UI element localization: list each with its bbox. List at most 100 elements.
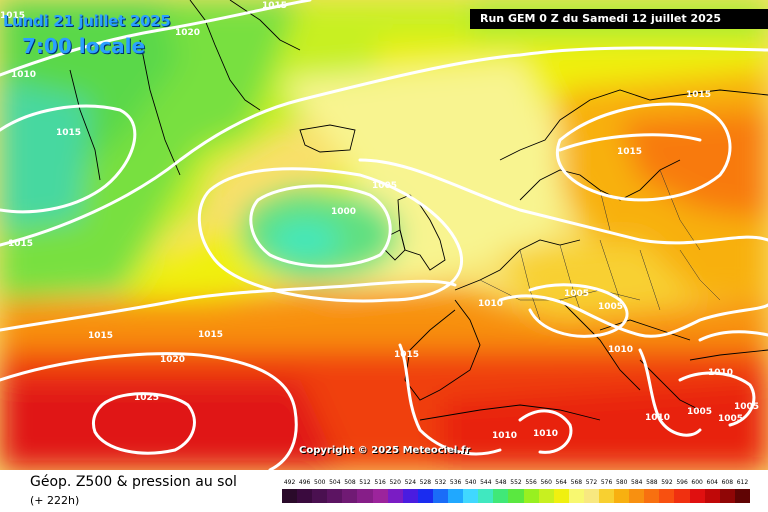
scale-swatch <box>417 489 433 503</box>
scale-swatch <box>372 489 388 503</box>
isobar-line <box>528 283 629 338</box>
scale-swatch <box>719 489 735 503</box>
scale-swatch <box>493 489 509 503</box>
scale-label: 528 <box>419 479 432 486</box>
isobar-label: 1010 <box>608 345 633 355</box>
isobar-line <box>498 294 768 338</box>
scale-swatch <box>478 489 494 503</box>
color-scale-bar <box>282 489 750 503</box>
isobar-label: 1005 <box>598 302 623 312</box>
scale-swatch <box>357 489 373 503</box>
forecast-date: Lundi 21 juillet 2025 <box>3 12 171 30</box>
isobars <box>0 0 768 470</box>
scale-swatch <box>614 489 630 503</box>
scale-label: 532 <box>434 479 447 486</box>
isobar-label: 1015 <box>686 90 711 100</box>
scale-label: 500 <box>314 479 326 486</box>
zone-cyan <box>0 80 90 230</box>
isobar-line <box>518 409 573 454</box>
isobar-line <box>358 158 768 245</box>
color-scale-labels: 492 496 500 504 508 512 516 520 524 528 532 536 540 5… <box>282 479 750 489</box>
model-run-banner: Run GEM 0 Z du Samedi 12 juillet 2025 <box>470 9 768 29</box>
scale-label: 548 <box>495 479 507 486</box>
scale-label: 584 <box>631 479 643 486</box>
scale-label: 504 <box>329 479 341 486</box>
isobar-line <box>0 352 298 470</box>
scale-swatch <box>523 489 539 503</box>
scale-label: 564 <box>555 479 567 486</box>
scale-swatch <box>402 489 418 503</box>
isobar-label: 1015 <box>8 239 33 249</box>
scale-label: 544 <box>480 479 492 486</box>
isobar-label: 1015 <box>262 1 287 11</box>
scale-swatch <box>312 489 328 503</box>
scale-swatch <box>432 489 449 503</box>
isobar-line <box>0 279 457 332</box>
isobar-line <box>0 0 312 77</box>
scale-label: 508 <box>344 479 356 486</box>
scale-swatch <box>674 489 690 503</box>
isobar-label: 1010 <box>533 429 558 439</box>
scale-swatch <box>598 489 615 503</box>
isobar-line <box>0 104 137 214</box>
scale-label: 524 <box>404 479 417 486</box>
color-field <box>0 0 768 470</box>
scale-swatch <box>659 489 675 503</box>
scale-label: 568 <box>570 479 583 486</box>
zone-red-deep <box>0 380 340 470</box>
borders <box>479 169 721 321</box>
scale-swatch <box>644 489 660 503</box>
isobar-label: 1020 <box>175 28 200 38</box>
scale-label: 596 <box>676 479 688 486</box>
isobar-line <box>398 343 502 456</box>
scale-label: 536 <box>449 479 462 486</box>
scale-swatch <box>342 489 358 503</box>
scale-label: 556 <box>525 479 537 486</box>
isobar-line <box>678 371 756 427</box>
copyright-notice: Copyright © 2025 Meteociel.fr <box>299 445 471 456</box>
isobar-line <box>558 133 702 152</box>
scale-label: 580 <box>615 479 628 486</box>
scale-label: 588 <box>646 479 658 486</box>
isobar-line <box>638 348 702 437</box>
scale-swatch <box>583 489 599 503</box>
isobar-label: 1015 <box>198 330 223 340</box>
scale-label: 520 <box>389 479 401 486</box>
isobar-label: 1005 <box>564 289 589 299</box>
isobar-label: 1015 <box>394 350 419 360</box>
legend-panel: Géop. Z500 & pression au sol (+ 222h) 49… <box>0 470 768 512</box>
isobar-labels: 1015 1020 1010 1015 1015 1005 1000 1015 … <box>0 1 759 441</box>
isobar-label: 1015 <box>88 331 113 341</box>
isobar-label: 1000 <box>331 207 356 217</box>
isobar-line <box>249 184 392 268</box>
isobar-line <box>197 167 464 303</box>
isobar-label: 1015 <box>0 11 25 21</box>
scale-swatch <box>538 489 554 503</box>
isobar-line <box>92 392 196 455</box>
scale-label: 608 <box>721 479 734 486</box>
scale-swatch <box>327 489 343 503</box>
scale-label: 612 <box>736 479 749 486</box>
scale-label: 572 <box>585 479 598 486</box>
scale-label: 604 <box>706 479 718 486</box>
low-center-cyan <box>270 222 340 258</box>
scale-swatch <box>629 489 645 503</box>
scale-swatch <box>463 489 479 503</box>
isobar-label: 1010 <box>11 70 36 80</box>
isobar-label: 1005 <box>718 414 743 424</box>
isobar-label: 1015 <box>617 147 642 157</box>
scale-label: 540 <box>464 479 477 486</box>
lead-time: (+ 222h) <box>30 494 80 507</box>
scale-label: 592 <box>661 479 673 486</box>
isobar-label: 1010 <box>478 299 503 309</box>
scale-label: 516 <box>374 479 386 486</box>
isobar-line <box>698 330 768 342</box>
forecast-time: 7:00 locale <box>22 34 146 58</box>
isobar-line <box>555 102 732 202</box>
scale-swatch <box>553 489 569 503</box>
scale-swatch <box>448 489 464 503</box>
isobar-label: 1005 <box>687 407 712 417</box>
scale-label: 600 <box>691 479 703 486</box>
isobar-label: 1015 <box>56 128 81 138</box>
